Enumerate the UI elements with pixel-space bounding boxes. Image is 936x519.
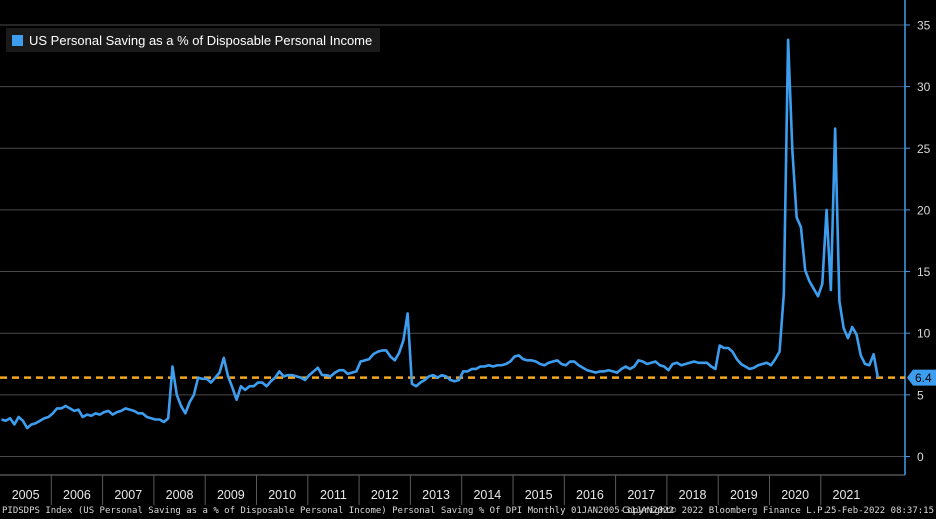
x-tick-label: 2018 (679, 488, 707, 502)
x-tick-label: 2021 (833, 488, 861, 502)
y-axis-ticks: 0 5 10 15 20 25 30 35 (905, 18, 931, 464)
x-tick-label: 2015 (525, 488, 553, 502)
x-tick-label: 2014 (473, 488, 501, 502)
x-axis-ticks: 2005 2006 2007 2008 2009 2010 2011 2012 2013 2014… (12, 475, 861, 505)
x-tick-label: 2020 (781, 488, 809, 502)
plot-background (0, 0, 936, 505)
legend-label: US Personal Saving as a % of Disposable … (29, 32, 373, 48)
y-tick-label: 15 (917, 265, 931, 279)
x-tick-label: 2010 (268, 488, 296, 502)
footer: PIDSDPS Index (US Personal Saving as a %… (0, 505, 936, 519)
x-tick-label: 2019 (730, 488, 758, 502)
x-tick-label: 2016 (576, 488, 604, 502)
x-tick-label: 2009 (217, 488, 245, 502)
y-tick-label: 0 (917, 450, 924, 464)
x-tick-label: 2007 (114, 488, 142, 502)
series-line (1, 38, 880, 430)
y-tick-label: 35 (917, 18, 931, 32)
last-value-label: 6.4 (915, 371, 932, 385)
last-value-tag (907, 369, 936, 386)
footer-copyright: Copyright© 2022 Bloomberg Finance L.P. (622, 506, 828, 516)
legend-swatch (12, 34, 23, 46)
x-tick-label: 2005 (12, 488, 40, 502)
footer-description: PIDSDPS Index (US Personal Saving as a %… (2, 506, 674, 516)
grid-lines (0, 24, 905, 457)
x-tick-label: 2006 (63, 488, 91, 502)
legend: US Personal Saving as a % of Disposable … (6, 28, 381, 52)
y-tick-label: 25 (917, 142, 931, 156)
x-tick-label: 2013 (422, 488, 450, 502)
x-tick-label: 2012 (371, 488, 399, 502)
x-tick-label: 2008 (166, 488, 194, 502)
y-tick-label: 5 (917, 388, 924, 402)
x-tick-label: 2011 (320, 488, 347, 502)
y-tick-label: 20 (917, 203, 931, 217)
y-tick-label: 30 (917, 80, 931, 94)
y-tick-label: 10 (917, 327, 931, 341)
x-tick-label: 2017 (627, 488, 655, 502)
footer-timestamp: 25-Feb-2022 08:37:15 (825, 506, 934, 516)
last-value-marker: 6.4 (907, 369, 936, 386)
